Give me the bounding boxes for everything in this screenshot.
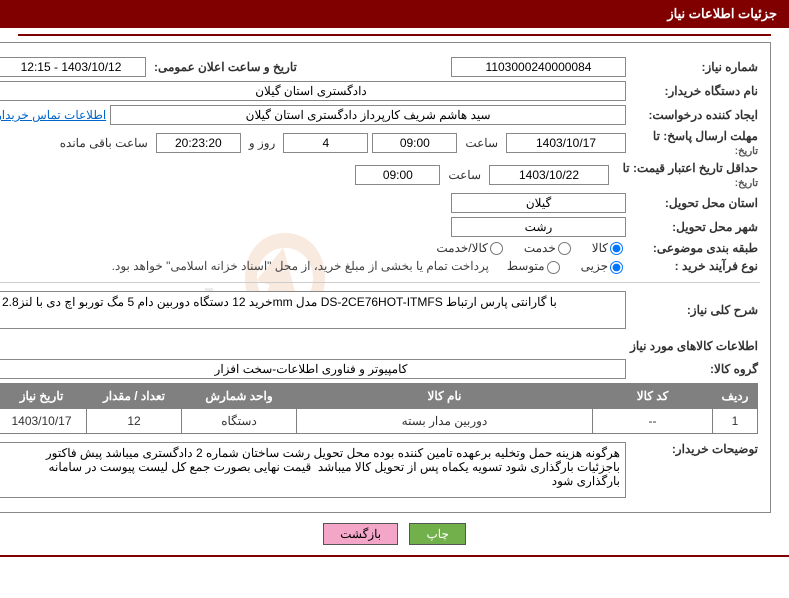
row-need-no: شماره نیاز: تاریخ و ساعت اعلان عمومی: xyxy=(0,57,758,77)
print-button[interactable]: چاپ xyxy=(409,523,465,545)
buyer-notes-field[interactable]: هرگونه هزینه حمل وتخلیه برعهده تامین کنن… xyxy=(0,442,626,498)
th-unit: واحد شمارش xyxy=(182,383,297,408)
cell-qty: 12 xyxy=(87,408,182,433)
validity-time-label: ساعت xyxy=(444,168,485,182)
proc-opt-minor[interactable]: جزیی xyxy=(581,259,626,273)
th-row: ردیف xyxy=(713,383,758,408)
th-qty: تعداد / مقدار xyxy=(87,383,182,408)
days-and-label: روز و xyxy=(245,136,280,150)
row-overall-desc: شرح کلی نیاز: خرید 12 دستگاه دوربین دام … xyxy=(0,291,758,329)
city-label: شهر محل تحویل: xyxy=(630,220,758,234)
row-category: طبقه بندی موضوعی: کالا خدمت کالا/خدمت xyxy=(0,241,758,255)
cat-radio-goods[interactable] xyxy=(610,242,623,255)
validity-time-field[interactable] xyxy=(355,165,440,185)
requester-label: ایجاد کننده درخواست: xyxy=(630,108,758,122)
row-validity: حداقل تاریخ اعتبار قیمت: تا تاریخ: ساعت xyxy=(0,161,758,189)
items-section-title: اطلاعات کالاهای مورد نیاز xyxy=(0,339,758,353)
remain-time-field[interactable] xyxy=(156,133,241,153)
cell-row: 1 xyxy=(713,408,758,433)
need-no-field[interactable] xyxy=(451,57,626,77)
back-button[interactable]: بازگشت xyxy=(323,523,398,545)
overall-desc-field[interactable]: خرید 12 دستگاه دوربین دام 5 مگ توربو اچ … xyxy=(0,291,626,329)
row-requester: ایجاد کننده درخواست: اطلاعات تماس خریدار xyxy=(0,105,758,125)
cat-radio-both[interactable] xyxy=(490,242,503,255)
cell-name: دوربین مدار بسته xyxy=(297,408,593,433)
buyer-org-label: نام دستگاه خریدار: xyxy=(630,84,758,98)
cell-unit: دستگاه xyxy=(182,408,297,433)
row-buyer-org: نام دستگاه خریدار: xyxy=(0,81,758,101)
remain-suffix: ساعت باقی مانده xyxy=(56,136,152,150)
row-city: شهر محل تحویل: xyxy=(0,217,758,237)
th-code: کد کالا xyxy=(593,383,713,408)
details-fieldset: شماره نیاز: تاریخ و ساعت اعلان عمومی: نا… xyxy=(0,42,771,513)
city-field[interactable] xyxy=(451,217,626,237)
row-process: نوع فرآیند خرید : جزیی متوسط پرداخت تمام… xyxy=(0,259,758,273)
proc-radio-medium[interactable] xyxy=(547,261,560,274)
items-table: ردیف کد کالا نام کالا واحد شمارش تعداد /… xyxy=(0,383,758,434)
treasury-note: پرداخت تمام یا بخشی از مبلغ خرید، از محل… xyxy=(112,259,489,273)
validity-date-field[interactable] xyxy=(489,165,609,185)
row-province: استان محل تحویل: xyxy=(0,193,758,213)
table-header-row: ردیف کد کالا نام کالا واحد شمارش تعداد /… xyxy=(0,383,758,408)
row-buyer-notes: توضیحات خریدار: هرگونه هزینه حمل وتخلیه … xyxy=(0,442,758,498)
province-field[interactable] xyxy=(451,193,626,213)
proc-opt-medium[interactable]: متوسط xyxy=(507,259,563,273)
category-label: طبقه بندی موضوعی: xyxy=(630,241,758,255)
row-group: گروه کالا: xyxy=(0,359,758,379)
th-name: نام کالا xyxy=(297,383,593,408)
days-field[interactable] xyxy=(283,133,368,153)
proc-radio-minor[interactable] xyxy=(610,261,623,274)
buyer-org-field[interactable] xyxy=(0,81,626,101)
divider-bottom xyxy=(0,555,789,557)
row-reply-deadline: مهلت ارسال پاسخ: تا تاریخ: ساعت روز و سا… xyxy=(0,129,758,157)
cat-opt-goods[interactable]: کالا xyxy=(592,241,626,255)
panel-title: جزئیات اطلاعات نیاز xyxy=(0,0,789,28)
need-no-label: شماره نیاز: xyxy=(630,60,758,74)
table-row: 1 -- دوربین مدار بسته دستگاه 12 1403/10/… xyxy=(0,408,758,433)
process-label: نوع فرآیند خرید : xyxy=(630,259,758,273)
reply-time-field[interactable] xyxy=(372,133,457,153)
reply-deadline-label: مهلت ارسال پاسخ: تا تاریخ: xyxy=(630,129,758,157)
province-label: استان محل تحویل: xyxy=(630,196,758,210)
announce-label: تاریخ و ساعت اعلان عمومی: xyxy=(150,60,297,74)
button-bar: چاپ بازگشت xyxy=(0,523,789,545)
divider-mid xyxy=(0,282,760,283)
cat-opt-both[interactable]: کالا/خدمت xyxy=(436,241,505,255)
reply-date-field[interactable] xyxy=(506,133,626,153)
divider-top xyxy=(18,34,771,36)
buyer-contact-link[interactable]: اطلاعات تماس خریدار xyxy=(0,108,106,122)
cat-radio-service[interactable] xyxy=(558,242,571,255)
announce-field[interactable] xyxy=(0,57,146,77)
th-need: تاریخ نیاز xyxy=(0,383,87,408)
requester-field[interactable] xyxy=(110,105,626,125)
reply-time-label: ساعت xyxy=(461,136,502,150)
cell-need: 1403/10/17 xyxy=(0,408,87,433)
buyer-notes-label: توضیحات خریدار: xyxy=(630,442,758,456)
cat-opt-service[interactable]: خدمت xyxy=(524,241,574,255)
overall-desc-label: شرح کلی نیاز: xyxy=(630,303,758,317)
cell-code: -- xyxy=(593,408,713,433)
validity-label: حداقل تاریخ اعتبار قیمت: تا تاریخ: xyxy=(613,161,758,189)
group-field[interactable] xyxy=(0,359,626,379)
group-label: گروه کالا: xyxy=(630,362,758,376)
